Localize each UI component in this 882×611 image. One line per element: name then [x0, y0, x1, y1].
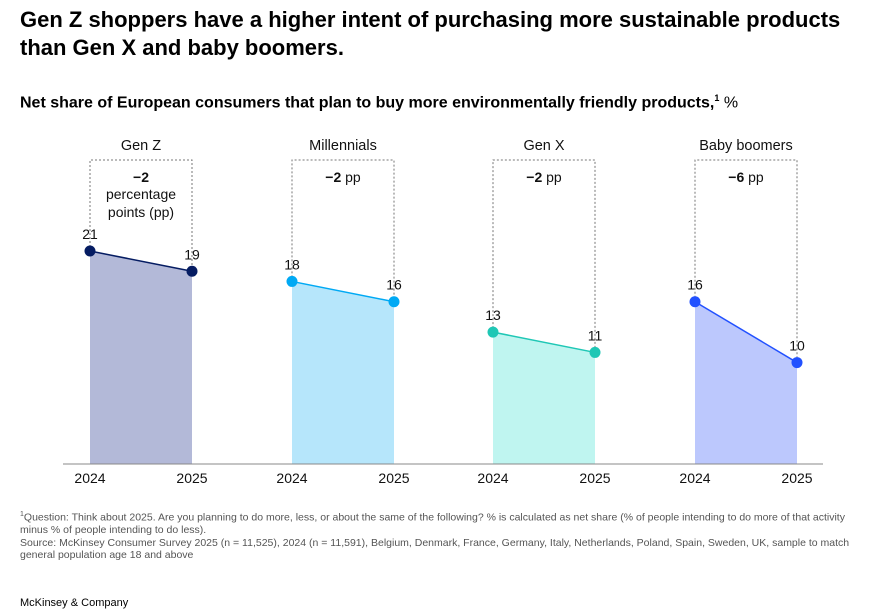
data-label-baby-boomers-2025: 10: [789, 338, 805, 354]
subtitle-text: Net share of European consumers that pla…: [20, 94, 715, 112]
x-tick-baby-boomers-2025: 2025: [781, 470, 812, 486]
change-bracket-millennials: [291, 159, 395, 302]
x-tick-gen-x-2025: 2025: [579, 470, 610, 486]
point-gen-x-2024: [487, 326, 499, 338]
chart-subtitle: Net share of European consumers that pla…: [20, 93, 738, 112]
footnote: 1Question: Think about 2025. Are you pla…: [20, 509, 860, 562]
area-gen-x: [493, 332, 595, 464]
change-label-gen-x: −2 pp: [526, 169, 562, 185]
x-tick-gen-z-2024: 2024: [74, 470, 105, 486]
data-label-baby-boomers-2024: 16: [687, 277, 703, 293]
change-bracket-baby-boomers: [694, 159, 798, 363]
data-label-gen-z-2024: 21: [82, 226, 98, 242]
line-gen-z: [89, 250, 193, 273]
point-baby-boomers-2024: [689, 296, 701, 308]
data-label-gen-x-2024: 13: [485, 307, 501, 323]
change-label-baby-boomers: −6 pp: [728, 169, 764, 185]
area-millennials: [292, 281, 394, 464]
data-label-gen-x-2025: 11: [588, 327, 603, 343]
group-label-gen-x: Gen X: [523, 138, 564, 154]
subtitle-unit: %: [719, 94, 739, 112]
change-unit-gen-z: percentage points (pp): [106, 186, 176, 220]
x-tick-gen-z-2025: 2025: [176, 470, 207, 486]
x-tick-millennials-2025: 2025: [378, 470, 409, 486]
line-baby-boomers: [694, 301, 798, 364]
data-label-millennials-2024: 18: [284, 256, 300, 272]
x-tick-gen-x-2024: 2024: [477, 470, 508, 486]
line-gen-x: [492, 331, 596, 354]
point-millennials-2024: [286, 275, 298, 287]
data-label-millennials-2025: 16: [386, 277, 402, 293]
area-baby-boomers: [695, 301, 797, 464]
x-tick-baby-boomers-2024: 2024: [679, 470, 710, 486]
chart-title: Gen Z shoppers have a higher intent of p…: [20, 7, 841, 60]
change-label-millennials: −2 pp: [325, 169, 361, 185]
point-gen-z-2025: [186, 265, 198, 277]
point-millennials-2025: [388, 296, 400, 308]
point-gen-z-2024: [84, 245, 96, 257]
change-bracket-gen-x: [492, 159, 596, 353]
footnote-source: Source: McKinsey Consumer Survey 2025 (n…: [20, 536, 850, 562]
line-millennials: [291, 280, 395, 303]
point-gen-x-2025: [589, 346, 601, 358]
x-tick-millennials-2024: 2024: [276, 470, 307, 486]
group-label-baby-boomers: Baby boomers: [699, 138, 793, 154]
change-bracket-gen-z: [89, 159, 193, 272]
area-gen-z: [90, 251, 192, 464]
data-label-gen-z-2025: 19: [184, 246, 200, 262]
footnote-question-text: Question: Think about 2025. Are you plan…: [20, 511, 845, 537]
company-logo: McKinsey & Company: [20, 597, 129, 609]
change-value-gen-z: −2: [133, 169, 149, 185]
group-label-gen-z: Gen Z: [121, 138, 161, 154]
footnote-question: 1Question: Think about 2025. Are you pla…: [20, 509, 860, 537]
group-label-millennials: Millennials: [309, 138, 377, 154]
footnote-marker: 1: [20, 511, 24, 518]
subtitle-footnote-ref: 1: [714, 93, 720, 103]
point-baby-boomers-2025: [791, 357, 803, 369]
